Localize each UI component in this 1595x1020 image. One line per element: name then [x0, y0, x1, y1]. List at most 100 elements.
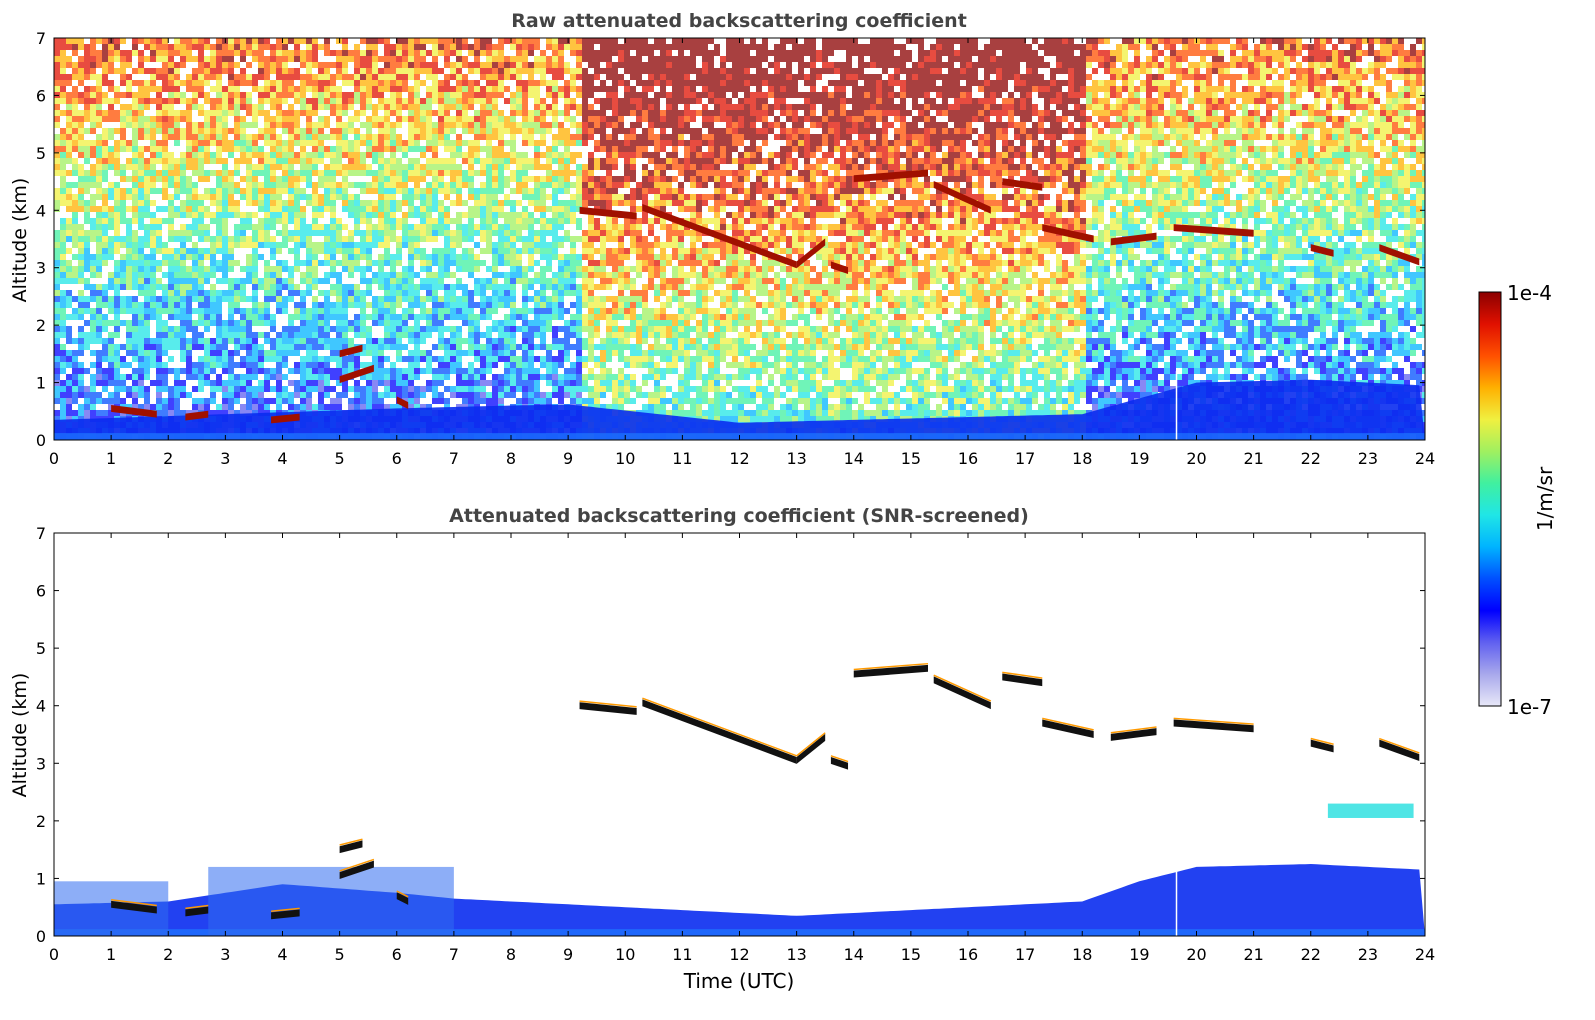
- top-ytick-label: 5: [36, 144, 46, 163]
- bottom-cloud-layer: [339, 840, 363, 854]
- top-cloud-layer: [339, 344, 363, 358]
- bottom-cloud-layer: [1110, 728, 1157, 741]
- bottom-xtick-label: 20: [1186, 945, 1206, 964]
- bottom-cloud-layer: [339, 860, 374, 880]
- colorbar-max-label: 1e-4: [1507, 281, 1552, 305]
- bottom-xtick-label: 15: [901, 945, 921, 964]
- bottom-ytick-label: 1: [36, 869, 46, 888]
- bottom-cloud-layer: [1310, 739, 1334, 753]
- bottom-cloud-edge: [396, 890, 409, 898]
- top-title: Raw attenuated backscattering coefficien…: [511, 10, 967, 32]
- top-cloud-layer: [642, 203, 797, 269]
- bottom-cloud-edge: [1002, 671, 1043, 679]
- top-xtick-label: 18: [1072, 449, 1092, 468]
- top-xtick-label: 22: [1301, 449, 1321, 468]
- bottom-xtick-label: 21: [1243, 945, 1263, 964]
- bottom-xtick-label: 17: [1015, 945, 1035, 964]
- bottom-cloud-edge: [270, 907, 300, 912]
- bottom-cloud-edge: [1310, 737, 1334, 746]
- bottom-xtick-label: 18: [1072, 945, 1092, 964]
- top-cloud-layer: [579, 206, 637, 220]
- top-plot-area: [54, 38, 1425, 440]
- top-xtick-label: 21: [1243, 449, 1263, 468]
- top-cloud-layer: [1002, 178, 1043, 191]
- bottom-xtick-label: 14: [844, 945, 864, 964]
- bottom-ytick-label: 7: [36, 524, 46, 543]
- top-xtick-label: 17: [1015, 449, 1035, 468]
- top-cloud-layer: [1379, 244, 1420, 266]
- bottom-ylabel: Altitude (km): [9, 673, 31, 798]
- top-ytick-label: 1: [36, 374, 46, 393]
- top-xtick-label: 19: [1129, 449, 1149, 468]
- bottom-xtick-label: 22: [1301, 945, 1321, 964]
- bottom-cloud-edge: [933, 674, 992, 702]
- top-xtick-label: 9: [563, 449, 573, 468]
- bottom-panel: Attenuated backscattering coefficient (S…: [9, 505, 1435, 993]
- bottom-plot-area: [54, 533, 1425, 936]
- bottom-cloud-layer: [1002, 673, 1043, 687]
- top-xtick-label: 7: [449, 449, 459, 468]
- top-boundary-layer: [54, 379, 1425, 440]
- bottom-xtick-label: 10: [615, 945, 635, 964]
- bottom-xlabel: Time (UTC): [683, 969, 795, 993]
- top-cloud-layer: [111, 404, 157, 418]
- top-xtick-label: 13: [786, 449, 806, 468]
- bottom-cloud-layer: [1173, 719, 1254, 733]
- bottom-cloud-layer: [111, 900, 157, 914]
- top-ticks: 0 1 2 3 4 5 6 7 8 9 10 11 12 13 14 15 16 17 18 19 20 21 22 23 24…: [36, 29, 1435, 468]
- bottom-cloud-edge: [1042, 717, 1094, 731]
- top-xtick-label: 2: [163, 449, 173, 468]
- colorbar-gradient: [1478, 291, 1502, 707]
- colorbar-unit-label: 1/m/sr: [1533, 466, 1557, 531]
- top-xtick-label: 0: [49, 449, 59, 468]
- bottom-cloud-edge: [796, 732, 826, 757]
- top-heatmap: [54, 38, 1425, 440]
- bottom-xtick-label: 16: [958, 945, 978, 964]
- bottom-xtick-label: 3: [220, 945, 230, 964]
- top-xtick-label: 12: [729, 449, 749, 468]
- bottom-xtick-label: 5: [335, 945, 345, 964]
- colorbar-min-label: 1e-7: [1507, 695, 1552, 719]
- bottom-ytick-label: 3: [36, 754, 46, 773]
- top-cloud-layer: [1173, 224, 1254, 237]
- bottom-xtick-label: 2: [163, 945, 173, 964]
- bottom-aerosol-layer: [1327, 803, 1414, 818]
- bottom-cloud-layer: [853, 664, 929, 678]
- top-ytick-label: 2: [36, 316, 46, 335]
- top-cloud-layer: [933, 180, 991, 214]
- bottom-cloud-edge: [1173, 717, 1254, 725]
- top-ytick-label: 7: [36, 29, 46, 48]
- bottom-xtick-label: 9: [563, 945, 573, 964]
- top-ytick-label: 0: [36, 431, 46, 450]
- top-xtick-label: 6: [392, 449, 402, 468]
- bottom-cloud-edge: [185, 904, 209, 910]
- bottom-ytick-label: 5: [36, 639, 46, 658]
- top-xtick-label: 23: [1358, 449, 1378, 468]
- top-xtick-label: 11: [672, 449, 692, 468]
- bottom-cloud-layer: [1379, 739, 1420, 761]
- bottom-cloud-layer: [933, 676, 991, 710]
- top-xtick-label: 20: [1186, 449, 1206, 468]
- bottom-aerosol-layer: [208, 866, 454, 936]
- bottom-title: Attenuated backscattering coefficient (S…: [449, 505, 1029, 527]
- bottom-ytick-label: 2: [36, 812, 46, 831]
- bottom-xtick-label: 24: [1415, 945, 1435, 964]
- bottom-ytick-label: 0: [36, 927, 46, 946]
- bottom-cloud-edge: [853, 662, 929, 671]
- bottom-cloud-edge: [830, 755, 849, 763]
- bottom-cloud-edge: [339, 858, 375, 872]
- bottom-xtick-label: 13: [786, 945, 806, 964]
- top-cloud-layer: [1310, 244, 1334, 257]
- top-xtick-label: 10: [615, 449, 635, 468]
- bottom-xtick-label: 23: [1358, 945, 1378, 964]
- top-xtick-label: 8: [506, 449, 516, 468]
- top-cloud-layer: [796, 238, 826, 269]
- top-ytick-label: 3: [36, 259, 46, 278]
- bottom-xtick-label: 11: [672, 945, 692, 964]
- top-xtick-label: 15: [901, 449, 921, 468]
- top-cloud-layer: [339, 364, 374, 384]
- top-ylabel: Altitude (km): [9, 178, 31, 303]
- bottom-cloud-edge: [111, 898, 157, 907]
- bottom-cloud-layer: [396, 892, 409, 905]
